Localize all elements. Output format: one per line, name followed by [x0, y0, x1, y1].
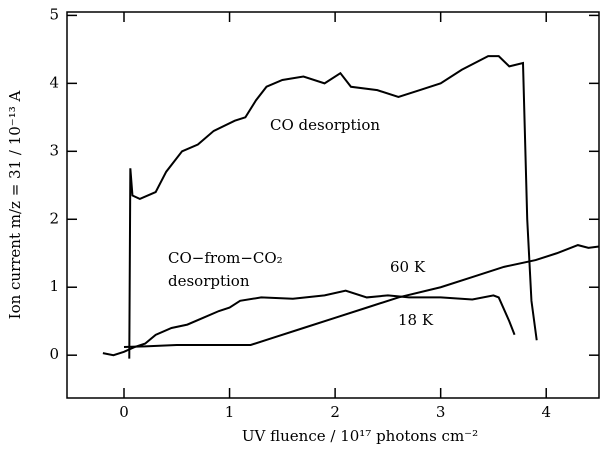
- annotation: CO desorption: [270, 116, 380, 134]
- plot-frame: [66, 11, 600, 399]
- y-tick-label: 0: [49, 345, 59, 363]
- annotation: CO−from−CO₂: [168, 249, 283, 267]
- annotation: 60 K: [390, 258, 426, 276]
- data-line: [123, 244, 600, 349]
- y-axis-label: Ion current m/z = 31 / 10⁻¹³ A: [6, 90, 24, 319]
- annotation: 18 K: [398, 311, 434, 329]
- x-tick-label: 1: [225, 403, 235, 421]
- annotation: desorption: [168, 272, 250, 290]
- x-axis-label: UV fluence / 10¹⁷ photons cm⁻²: [242, 427, 478, 445]
- x-tick-label: 3: [436, 403, 446, 421]
- x-tick-label: 2: [330, 403, 340, 421]
- data-line: [128, 55, 538, 359]
- x-tick-label: 4: [541, 403, 551, 421]
- x-tick-label: 0: [119, 403, 129, 421]
- y-tick-label: 2: [49, 209, 59, 227]
- y-tick-label: 3: [49, 141, 59, 159]
- y-tick-label: 4: [49, 73, 59, 91]
- y-tick-label: 5: [49, 5, 59, 23]
- y-tick-label: 1: [49, 277, 59, 295]
- data-line: [102, 289, 516, 357]
